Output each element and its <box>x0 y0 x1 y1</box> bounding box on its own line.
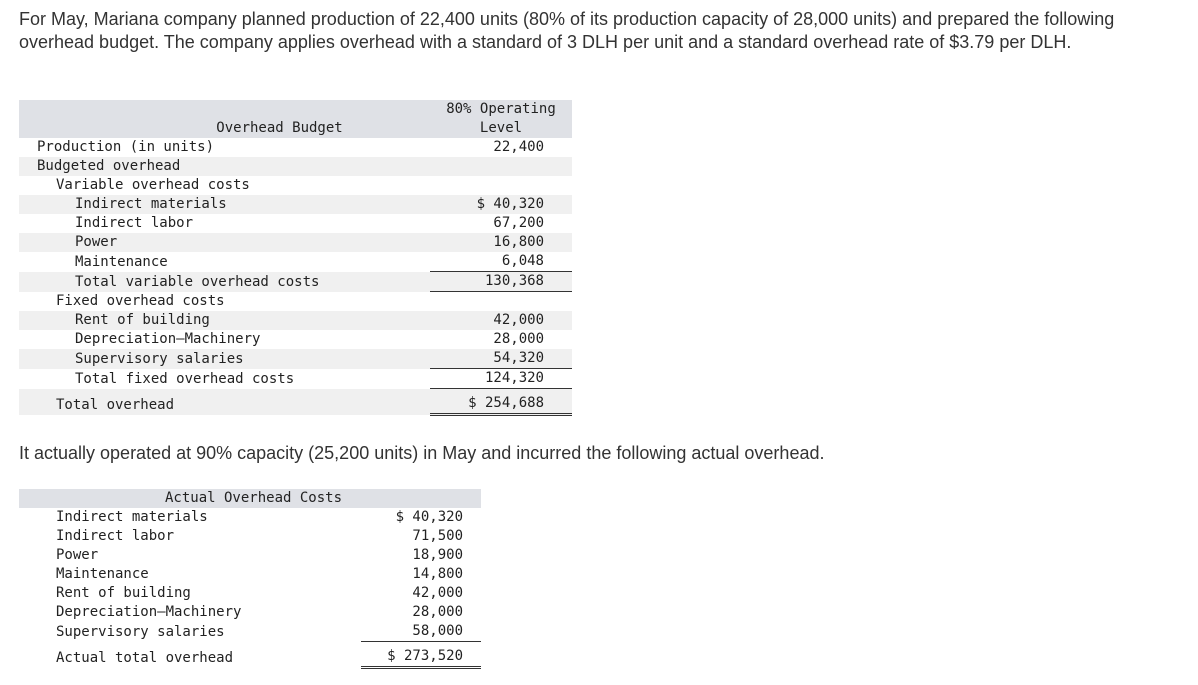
column-header-operating: 80% Operating <box>430 100 572 119</box>
production-row: Production (in units) 22,400 <box>19 138 572 157</box>
fixed-header-label: Fixed overhead costs <box>56 293 225 309</box>
line-item-value: 28,000 <box>493 331 544 347</box>
budgeted-overhead-row: Budgeted overhead <box>19 157 572 176</box>
total-fixed-row: Total fixed overhead costs 124,320 <box>19 368 572 389</box>
table-row: Depreciation—Machinery 28,000 <box>19 603 481 622</box>
table-row: Maintenance 6,048 <box>19 252 572 272</box>
actual-capacity-text: It actually operated at 90% capacity (25… <box>19 443 825 463</box>
production-value: 22,400 <box>493 139 544 155</box>
line-item-value: 14,800 <box>412 566 463 582</box>
table-row: Rent of building 42,000 <box>19 584 481 603</box>
line-item-value: 71,500 <box>412 528 463 544</box>
total-overhead-row: Total overhead $ 254,688 <box>19 388 572 416</box>
line-item-label: Supervisory salaries <box>56 623 225 640</box>
table-row: Power 18,900 <box>19 546 481 565</box>
line-item-label: Power <box>56 547 99 563</box>
table-row: Maintenance 14,800 <box>19 565 481 584</box>
total-overhead-value: $ 254,688 <box>430 388 572 416</box>
total-fixed-value: 124,320 <box>430 368 572 389</box>
table-row: Indirect labor 67,200 <box>19 214 572 233</box>
line-item-value: 28,000 <box>412 604 463 620</box>
line-item-value: 6,048 <box>501 253 544 269</box>
line-item-label: Power <box>19 233 430 252</box>
line-item-value: 42,000 <box>412 585 463 601</box>
table-row: Rent of building 42,000 <box>19 311 572 330</box>
line-item-label: Indirect materials <box>19 195 430 214</box>
budget-title: Overhead Budget <box>19 119 430 138</box>
budget-header-row-2: Overhead Budget Level <box>19 119 572 138</box>
column-header-level: Level <box>430 119 572 138</box>
total-variable-value: 130,368 <box>430 271 572 292</box>
actual-title: Actual Overhead Costs <box>19 489 481 508</box>
line-item-value: 67,200 <box>493 215 544 231</box>
table-row: Supervisory salaries 58,000 <box>19 622 481 642</box>
total-fixed-label: Total fixed overhead costs <box>75 370 295 387</box>
line-item-value: 18,900 <box>412 547 463 563</box>
line-item-label: Indirect labor <box>75 215 194 231</box>
total-variable-label: Total variable overhead costs <box>19 271 430 292</box>
budget-header-row-1: 80% Operating <box>19 100 572 119</box>
line-item-label: Supervisory salaries <box>19 349 430 369</box>
fixed-header-row: Fixed overhead costs <box>19 292 572 312</box>
actual-total-value: $ 273,520 <box>361 641 481 669</box>
variable-header-label: Variable overhead costs <box>56 177 250 193</box>
line-item-label: Indirect labor <box>56 528 175 544</box>
actual-total-label: Actual total overhead <box>56 649 234 666</box>
table-row: Indirect materials $ 40,320 <box>19 195 572 214</box>
line-item-value: $ 40,320 <box>395 509 463 525</box>
line-item-label: Rent of building <box>19 311 430 330</box>
table-row: Indirect materials $ 40,320 <box>19 508 481 527</box>
total-variable-row: Total variable overhead costs 130,368 <box>19 271 572 292</box>
actual-overhead-table: Actual Overhead Costs Indirect materials… <box>19 489 481 669</box>
table-row: Supervisory salaries 54,320 <box>19 349 572 369</box>
total-overhead-label: Total overhead <box>19 388 430 415</box>
table-row: Indirect labor 71,500 <box>19 527 481 546</box>
line-item-label: Depreciation—Machinery <box>56 604 242 620</box>
line-item-value: 16,800 <box>430 233 572 252</box>
table-row: Power 16,800 <box>19 233 572 252</box>
variable-header-row: Variable overhead costs <box>19 176 572 195</box>
budgeted-overhead-label: Budgeted overhead <box>19 157 430 176</box>
problem-intro-text: For May, Mariana company planned product… <box>19 9 1115 52</box>
line-item-label: Rent of building <box>56 585 191 601</box>
line-item-label: Depreciation—Machinery <box>75 331 261 347</box>
line-item-label: Indirect materials <box>56 509 208 525</box>
line-item-label: Maintenance <box>75 253 168 270</box>
line-item-value: $ 40,320 <box>430 195 572 214</box>
overhead-budget-table: 80% Operating Overhead Budget Level Prod… <box>19 100 572 416</box>
actual-total-row: Actual total overhead $ 273,520 <box>19 641 481 669</box>
line-item-value: 58,000 <box>412 623 463 639</box>
production-label: Production (in units) <box>37 139 215 155</box>
line-item-value: 54,320 <box>430 349 572 369</box>
line-item-value: 42,000 <box>430 311 572 330</box>
actual-header-row: Actual Overhead Costs <box>19 489 481 508</box>
line-item-label: Maintenance <box>56 566 149 582</box>
table-row: Depreciation—Machinery 28,000 <box>19 330 572 349</box>
